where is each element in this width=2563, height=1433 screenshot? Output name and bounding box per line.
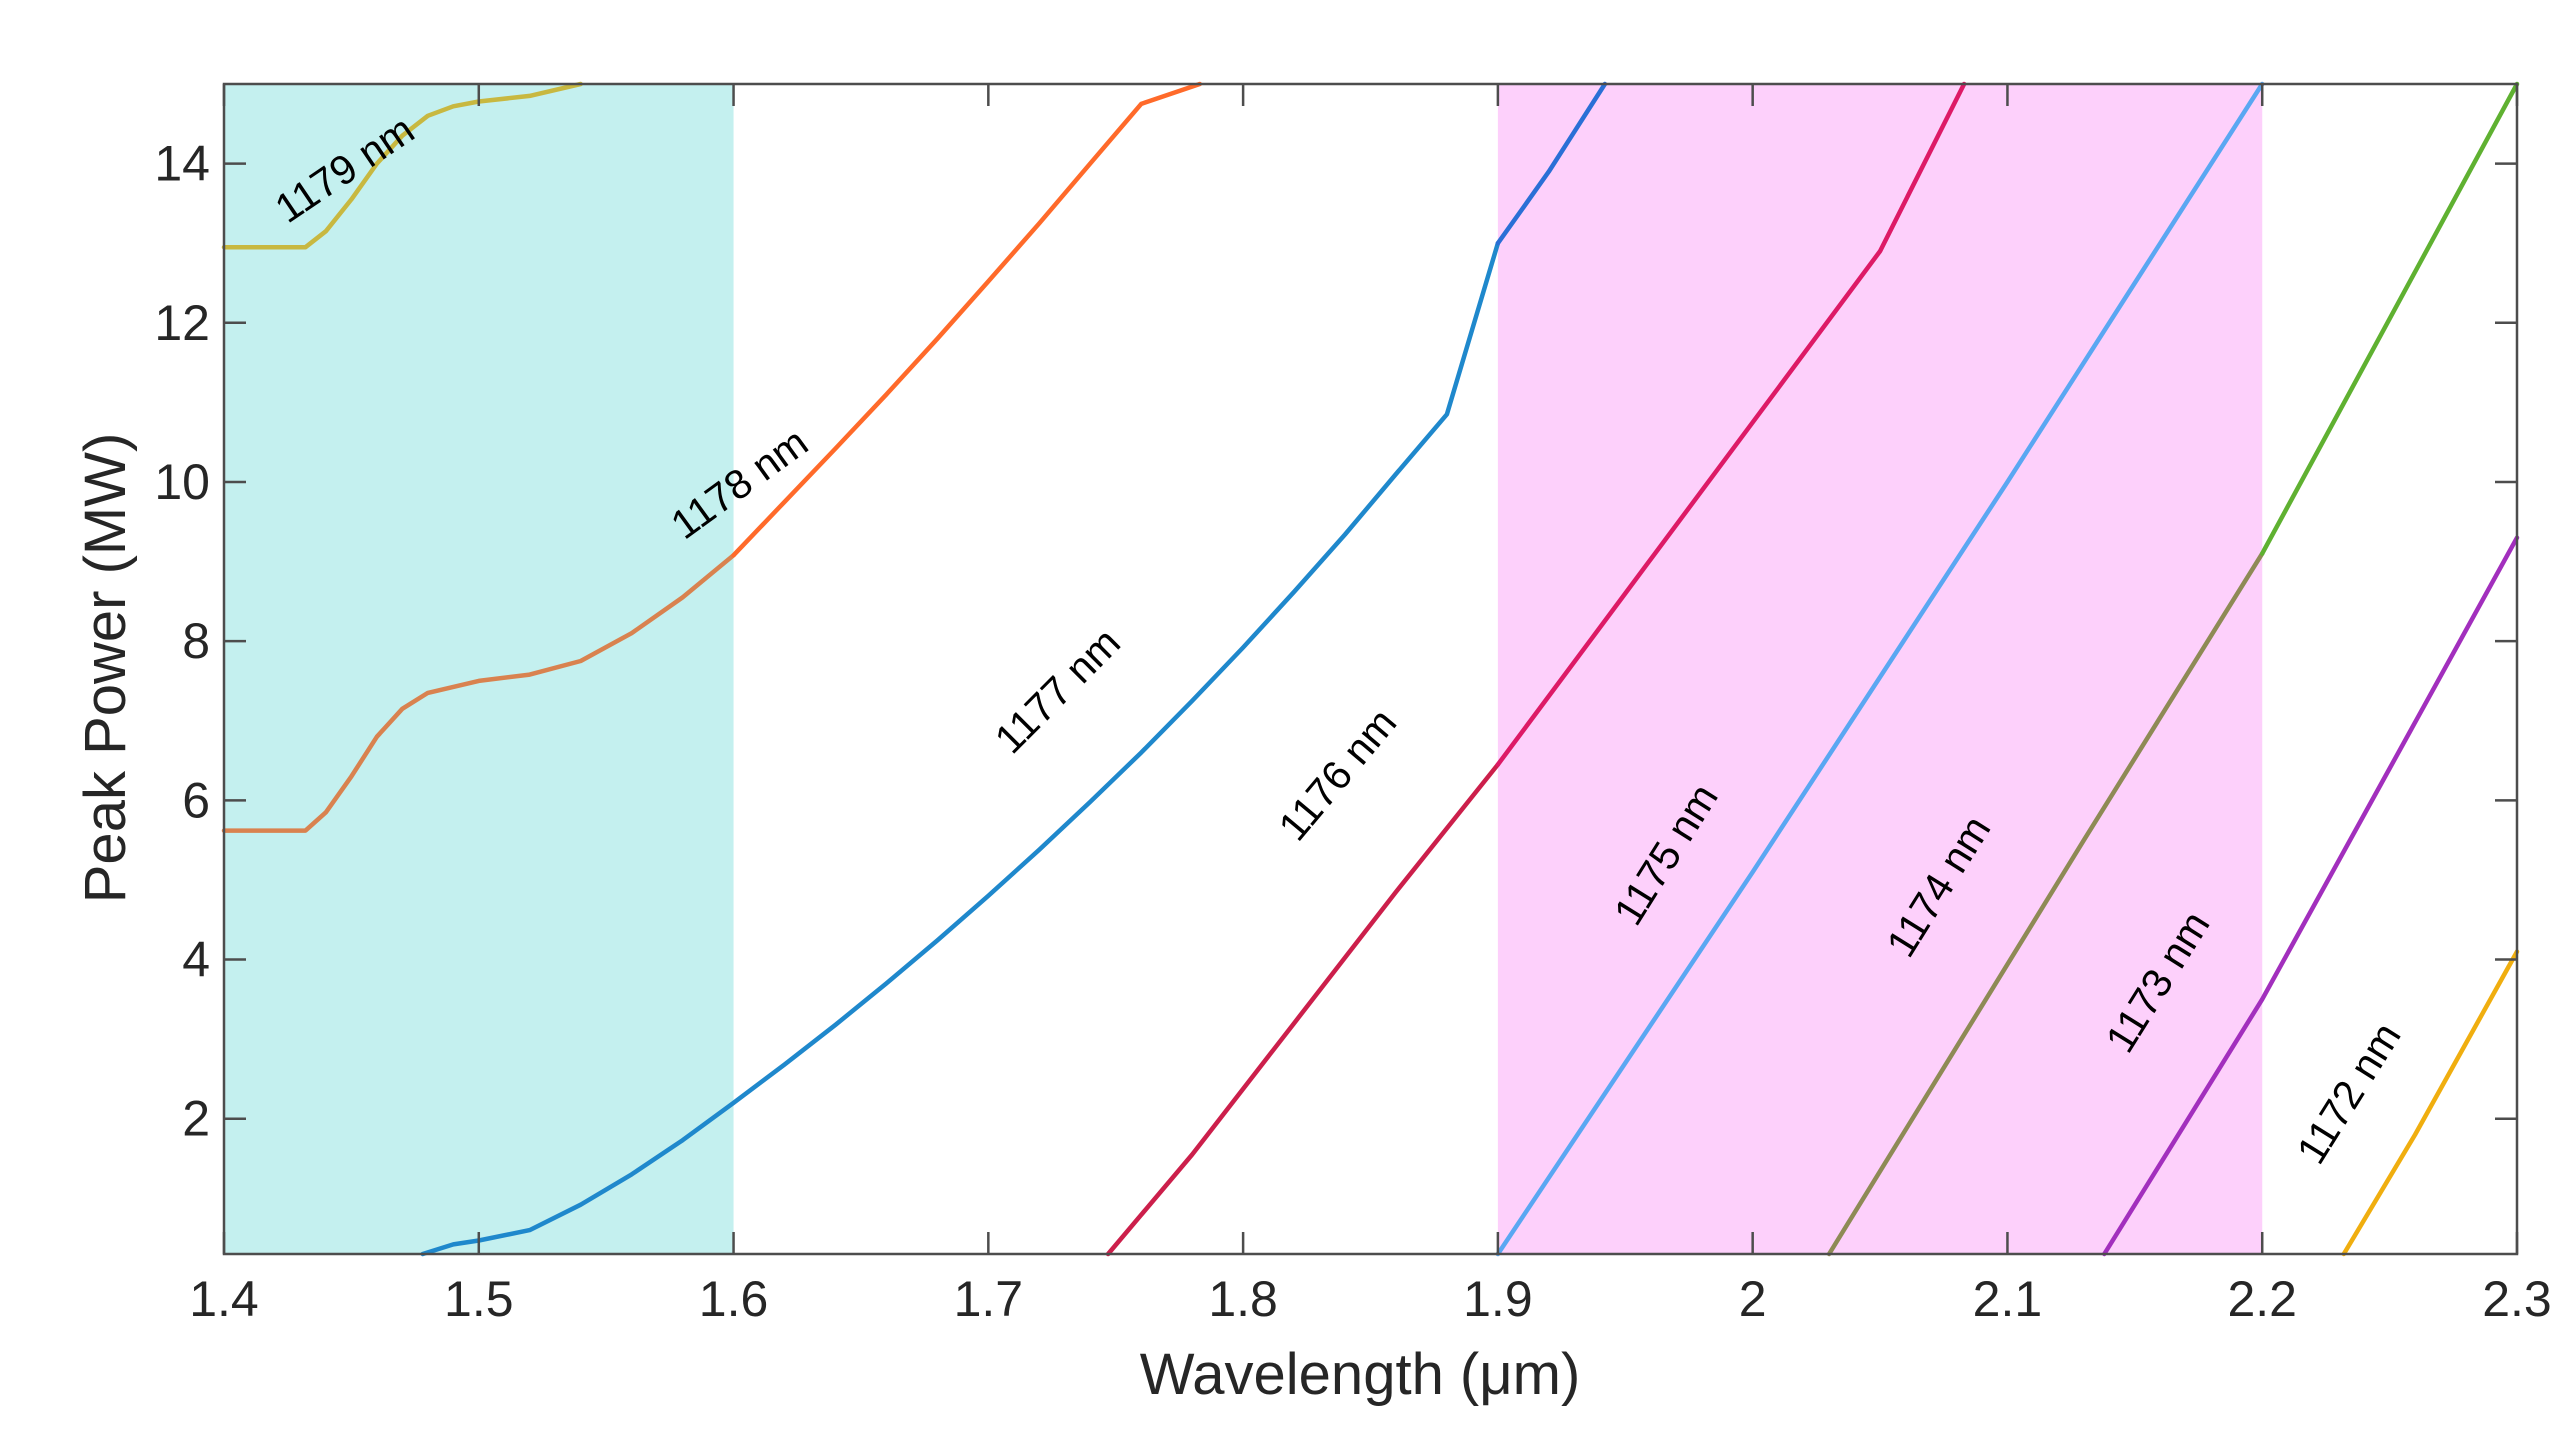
x-tick-label: 1.6 — [699, 1271, 769, 1327]
y-tick-label: 14 — [154, 136, 210, 192]
series-line-1177-nm-4 — [420, 240, 1501, 1257]
y-tick-label: 4 — [182, 932, 210, 988]
x-tick-label: 1.5 — [444, 1271, 514, 1327]
y-axis-ticks: 2 4 6 8 10 12 14 — [154, 136, 2517, 1147]
curve-label-1177-nm: 1177 nm — [986, 619, 1129, 762]
y-tick-label: 8 — [182, 613, 210, 669]
series-line-1174-nm-10 — [2259, 81, 2520, 556]
x-tick-label: 1.4 — [189, 1271, 259, 1327]
plot-area-frame — [222, 82, 2519, 1256]
curve-label-1172-nm: 1172 nm — [2288, 1015, 2410, 1172]
x-tick-label: 2.2 — [2227, 1271, 2297, 1327]
series-line-1179-nm-1 — [221, 81, 583, 250]
y-tick-label: 10 — [154, 454, 210, 510]
curve-label-1176-nm: 1176 nm — [1270, 700, 1406, 849]
series-line-1173-nm-11 — [2102, 535, 2520, 1257]
series-lines — [221, 81, 2520, 1257]
axes — [222, 82, 2519, 1256]
x-tick-label: 2.1 — [1973, 1271, 2043, 1327]
series-line-1176-nm-7 — [1495, 81, 1967, 767]
x-axis-ticks: 1.4 1.5 1.6 1.7 1.8 1.9 2 2.1 2.2 2.3 — [189, 84, 2552, 1327]
series-line-1172-nm-12 — [2341, 949, 2520, 1257]
x-tick-label: 1.7 — [954, 1271, 1024, 1327]
series-line-1178-nm-3 — [731, 81, 1203, 558]
y-tick-label: 12 — [154, 295, 210, 351]
x-tick-label: 2 — [1739, 1271, 1767, 1327]
y-tick-label: 2 — [182, 1091, 210, 1147]
x-axis-label: Wavelength (μm) — [1140, 1342, 1581, 1407]
x-tick-label: 2.3 — [2482, 1271, 2552, 1327]
y-tick-label: 6 — [182, 772, 210, 828]
x-tick-label: 1.8 — [1208, 1271, 1278, 1327]
shaded-regions — [224, 84, 2263, 1254]
series-line-1174-nm-9 — [1826, 551, 2265, 1257]
x-tick-label: 1.9 — [1463, 1271, 1533, 1327]
series-line-1176-nm-6 — [1105, 762, 1501, 1257]
series-line-1178-nm-2 — [221, 552, 736, 833]
y-axis-label: Peak Power (MW) — [73, 433, 138, 904]
series-line-1175-nm-8 — [1495, 81, 2265, 1257]
shaded-region-1 — [224, 84, 734, 1254]
series-line-1177-nm-5 — [1495, 81, 1608, 246]
